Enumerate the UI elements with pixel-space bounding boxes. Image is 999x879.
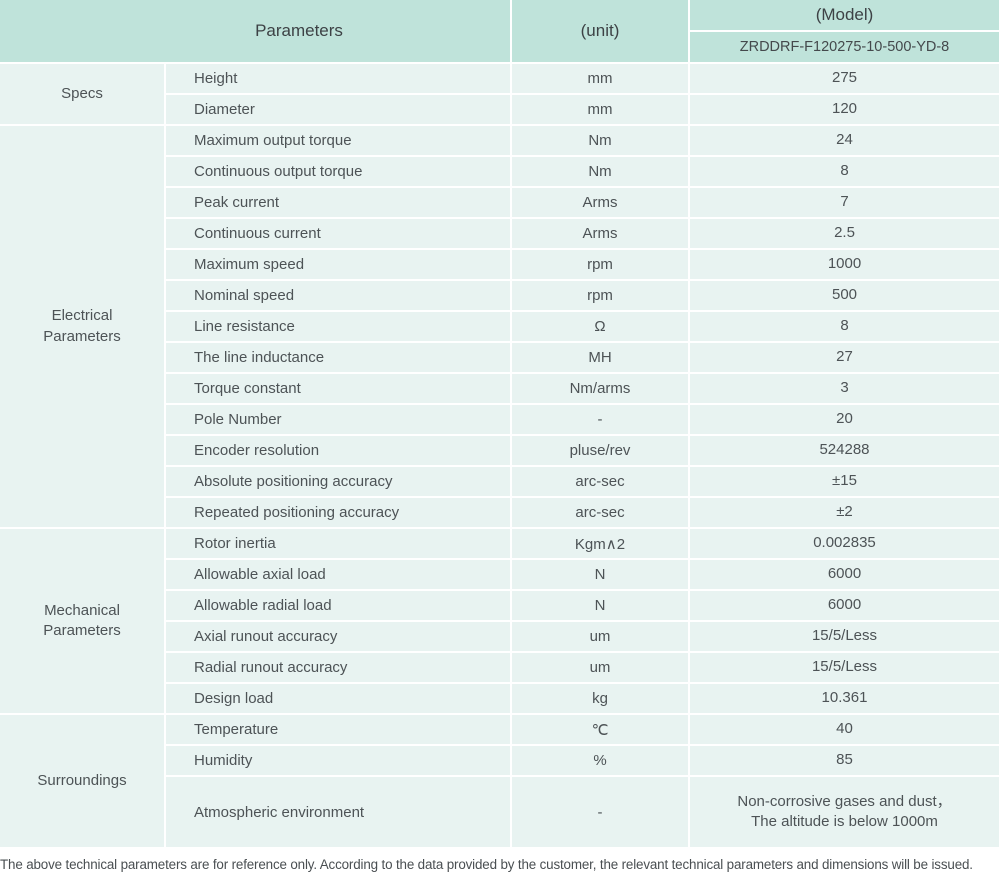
unit-cell: mm bbox=[512, 95, 688, 124]
param-cell: Encoder resolution bbox=[166, 436, 510, 465]
unit-cell: Nm/arms bbox=[512, 374, 688, 403]
unit-cell: um bbox=[512, 622, 688, 651]
section-label: Mechanical Parameters bbox=[0, 529, 164, 713]
unit-cell: Ω bbox=[512, 312, 688, 341]
param-cell: Humidity bbox=[166, 746, 510, 775]
unit-cell: Nm bbox=[512, 157, 688, 186]
param-cell: Maximum speed bbox=[166, 250, 510, 279]
model-number: ZRDDRF-F120275-10-500-YD-8 bbox=[690, 32, 999, 62]
param-cell: Allowable radial load bbox=[166, 591, 510, 620]
unit-cell: Arms bbox=[512, 188, 688, 217]
unit-cell: rpm bbox=[512, 250, 688, 279]
value-cell: ±2 bbox=[690, 498, 999, 527]
unit-cell: pluse/rev bbox=[512, 436, 688, 465]
unit-cell: MH bbox=[512, 343, 688, 372]
section-specs: Specs Height mm 275 Diameter mm 120 bbox=[0, 64, 999, 124]
value-cell: 40 bbox=[690, 715, 999, 744]
param-cell: Nominal speed bbox=[166, 281, 510, 310]
param-cell: Peak current bbox=[166, 188, 510, 217]
value-cell: 15/5/Less bbox=[690, 622, 999, 651]
value-cell: 3 bbox=[690, 374, 999, 403]
param-cell: Continuous output torque bbox=[166, 157, 510, 186]
unit-cell: mm bbox=[512, 64, 688, 93]
value-cell: 20 bbox=[690, 405, 999, 434]
value-cell: 7 bbox=[690, 188, 999, 217]
unit-cell: % bbox=[512, 746, 688, 775]
unit-cell: ℃ bbox=[512, 715, 688, 744]
unit-cell: N bbox=[512, 560, 688, 589]
value-cell: 24 bbox=[690, 126, 999, 155]
unit-cell: arc-sec bbox=[512, 498, 688, 527]
param-cell: Height bbox=[166, 64, 510, 93]
value-cell: 120 bbox=[690, 95, 999, 124]
value-cell: 10.361 bbox=[690, 684, 999, 713]
param-cell: Temperature bbox=[166, 715, 510, 744]
param-cell: Axial runout accuracy bbox=[166, 622, 510, 651]
param-cell: Pole Number bbox=[166, 405, 510, 434]
param-cell: Continuous current bbox=[166, 219, 510, 248]
value-cell: 27 bbox=[690, 343, 999, 372]
value-cell: 500 bbox=[690, 281, 999, 310]
param-cell: Atmospheric environment bbox=[166, 777, 510, 847]
value-cell: 8 bbox=[690, 157, 999, 186]
param-cell: Maximum output torque bbox=[166, 126, 510, 155]
value-cell: Non-corrosive gases and dust， The altitu… bbox=[690, 777, 999, 847]
section-label: Surroundings bbox=[0, 715, 164, 847]
param-cell: Diameter bbox=[166, 95, 510, 124]
unit-cell: kg bbox=[512, 684, 688, 713]
unit-cell: N bbox=[512, 591, 688, 620]
section-label: Specs bbox=[0, 64, 164, 124]
unit-cell: - bbox=[512, 405, 688, 434]
unit-cell: Kgm∧2 bbox=[512, 529, 688, 558]
section-electrical-parameters: Electrical Parameters Maximum output torq… bbox=[0, 126, 999, 527]
value-cell: 1000 bbox=[690, 250, 999, 279]
unit-header: (unit) bbox=[512, 0, 688, 62]
parameters-header: Parameters bbox=[0, 0, 510, 62]
param-cell: Line resistance bbox=[166, 312, 510, 341]
value-cell: 0.002835 bbox=[690, 529, 999, 558]
model-header: (Model) bbox=[690, 0, 999, 30]
value-cell: 6000 bbox=[690, 560, 999, 589]
table-header: Parameters (unit) (Model) ZRDDRF-F120275… bbox=[0, 0, 999, 62]
unit-cell: - bbox=[512, 777, 688, 847]
param-cell: Rotor inertia bbox=[166, 529, 510, 558]
value-cell: 85 bbox=[690, 746, 999, 775]
section-mechanical-parameters: Mechanical Parameters Rotor inertia Kgm∧2 0… bbox=[0, 529, 999, 713]
value-cell: 2.5 bbox=[690, 219, 999, 248]
value-cell: ±15 bbox=[690, 467, 999, 496]
unit-cell: Arms bbox=[512, 219, 688, 248]
unit-cell: arc-sec bbox=[512, 467, 688, 496]
footnote: The above technical parameters are for r… bbox=[0, 857, 973, 872]
unit-cell: um bbox=[512, 653, 688, 682]
unit-cell: rpm bbox=[512, 281, 688, 310]
param-cell: The line inductance bbox=[166, 343, 510, 372]
value-cell: 275 bbox=[690, 64, 999, 93]
param-cell: Torque constant bbox=[166, 374, 510, 403]
param-cell: Absolute positioning accuracy bbox=[166, 467, 510, 496]
value-cell: 524288 bbox=[690, 436, 999, 465]
unit-cell: Nm bbox=[512, 126, 688, 155]
value-cell: 8 bbox=[690, 312, 999, 341]
table-body: Specs Height mm 275 Diameter mm 120 Electrical … bbox=[0, 64, 999, 847]
spec-table: Parameters (unit) (Model) ZRDDRF-F120275… bbox=[0, 0, 999, 847]
param-cell: Design load bbox=[166, 684, 510, 713]
value-cell: 6000 bbox=[690, 591, 999, 620]
param-cell: Radial runout accuracy bbox=[166, 653, 510, 682]
section-surroundings: Surroundings Temperature ℃ 40 Humidity% 85 Atm… bbox=[0, 715, 999, 847]
value-cell: 15/5/Less bbox=[690, 653, 999, 682]
section-label: Electrical Parameters bbox=[0, 126, 164, 527]
param-cell: Allowable axial load bbox=[166, 560, 510, 589]
param-cell: Repeated positioning accuracy bbox=[166, 498, 510, 527]
